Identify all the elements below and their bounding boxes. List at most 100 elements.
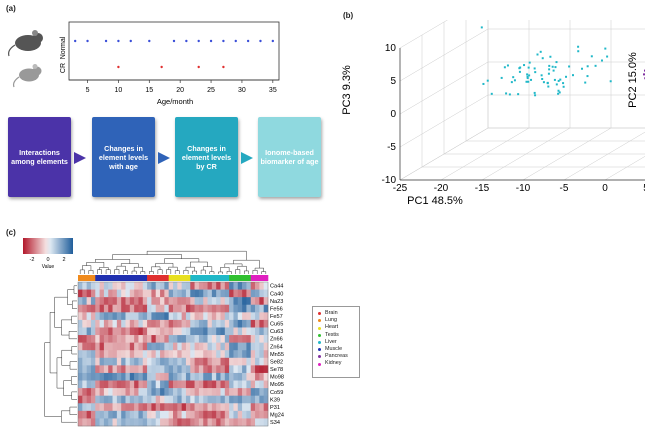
row-dendro-branch bbox=[71, 315, 77, 324]
heat-cell bbox=[125, 403, 131, 412]
heat-cell bbox=[142, 395, 148, 404]
heat-cell bbox=[164, 365, 169, 374]
heat-cell bbox=[263, 297, 269, 306]
heat-cell bbox=[259, 350, 264, 359]
heat-cell bbox=[99, 380, 105, 389]
heat-cell bbox=[203, 357, 208, 366]
col-dendro-branch bbox=[149, 271, 154, 274]
pca-point bbox=[553, 78, 556, 81]
heat-cell bbox=[194, 388, 200, 396]
heat-cell bbox=[259, 312, 264, 321]
heat-cell bbox=[263, 304, 269, 313]
heat-cell bbox=[112, 319, 118, 328]
heat-cell bbox=[255, 297, 260, 306]
heat-cell bbox=[142, 365, 148, 374]
heat-cell bbox=[250, 350, 256, 359]
heat-cell bbox=[103, 282, 109, 290]
heat-cell bbox=[224, 418, 230, 427]
legend-item-lung: Lung bbox=[318, 317, 354, 324]
heat-cell bbox=[185, 327, 191, 336]
flow-box-biomarker: Ionome-based biomarker of age bbox=[258, 117, 321, 197]
heat-cell bbox=[198, 365, 204, 374]
heat-cell bbox=[168, 350, 174, 359]
heat-cell bbox=[155, 319, 161, 328]
heat-cell bbox=[237, 319, 243, 328]
heat-cell bbox=[134, 403, 139, 412]
pca-ztick: -10 bbox=[382, 175, 397, 186]
heat-cell bbox=[90, 365, 96, 374]
col-dendro-branch bbox=[254, 267, 264, 272]
heat-cell bbox=[250, 418, 256, 427]
heat-cell bbox=[151, 289, 157, 298]
heat-cell bbox=[185, 395, 191, 404]
heat-cell bbox=[147, 418, 152, 427]
heat-cell bbox=[250, 342, 256, 351]
pca-xtick: -20 bbox=[434, 183, 449, 194]
col-dendro-branch bbox=[235, 269, 241, 274]
heat-cell bbox=[255, 350, 260, 359]
legend-dot-icon bbox=[318, 348, 321, 352]
heat-cell bbox=[121, 342, 126, 351]
heat-cell bbox=[78, 335, 83, 343]
heat-cell bbox=[82, 342, 87, 351]
heat-cell bbox=[177, 395, 182, 404]
heat-cell bbox=[190, 312, 195, 321]
heat-cell bbox=[207, 357, 213, 366]
pca-grid-line bbox=[399, 94, 489, 148]
pca-point bbox=[533, 91, 536, 94]
heat-cell bbox=[263, 357, 269, 366]
heat-cell bbox=[224, 312, 230, 321]
heat-cell bbox=[147, 388, 152, 396]
row-dendro-branch bbox=[61, 349, 72, 366]
row-label-normal: Normal bbox=[60, 36, 67, 59]
heat-cell bbox=[78, 418, 83, 427]
heat-cell bbox=[220, 297, 226, 306]
normal-point bbox=[172, 39, 176, 43]
row-label: Ca40 bbox=[270, 291, 283, 297]
heat-cell bbox=[211, 395, 217, 404]
heat-cell bbox=[164, 403, 169, 412]
heat-cell bbox=[116, 388, 122, 396]
heat-cell bbox=[190, 395, 195, 404]
heat-cell bbox=[229, 410, 234, 419]
heat-cell bbox=[121, 410, 126, 419]
heat-cell bbox=[242, 410, 247, 419]
heat-cell bbox=[255, 403, 260, 412]
heat-cell bbox=[190, 282, 195, 290]
normal-point bbox=[246, 39, 250, 43]
pca-xtick: 5 bbox=[643, 183, 645, 194]
heat-cell bbox=[99, 327, 105, 336]
heat-cell bbox=[147, 304, 152, 313]
heat-cell bbox=[160, 304, 165, 313]
row-label-cr: CR bbox=[60, 63, 67, 73]
pca-point bbox=[568, 65, 571, 68]
heat-cell bbox=[250, 372, 256, 381]
heat-cell bbox=[103, 319, 109, 328]
col-dendro-branch bbox=[190, 261, 208, 268]
heat-cell bbox=[203, 342, 208, 351]
tissue-bar-segment bbox=[95, 275, 148, 281]
mouse-normal-icon bbox=[8, 30, 43, 57]
heat-cell bbox=[177, 297, 182, 306]
heat-cell bbox=[142, 312, 148, 321]
pca-point bbox=[581, 67, 584, 70]
heat-cell bbox=[259, 289, 264, 298]
col-dendro-branch bbox=[183, 270, 189, 274]
heat-cell bbox=[121, 327, 126, 336]
heat-cell bbox=[181, 335, 187, 343]
col-dendro-branch bbox=[116, 265, 126, 271]
heat-cell bbox=[142, 335, 148, 343]
flow-arrow-2 bbox=[158, 152, 170, 164]
heat-cell bbox=[164, 327, 169, 336]
scale-tick-zero: 0 bbox=[46, 257, 49, 263]
pca-point bbox=[559, 78, 562, 81]
heat-cell bbox=[125, 388, 131, 396]
heat-cell bbox=[224, 327, 230, 336]
heat-cell bbox=[233, 388, 239, 396]
heat-cell bbox=[177, 282, 182, 290]
heat-cell bbox=[203, 395, 208, 404]
pca-point bbox=[644, 77, 647, 80]
heat-cell bbox=[211, 372, 217, 381]
heat-cell bbox=[108, 327, 113, 336]
legend-label: Kidney bbox=[325, 360, 342, 367]
